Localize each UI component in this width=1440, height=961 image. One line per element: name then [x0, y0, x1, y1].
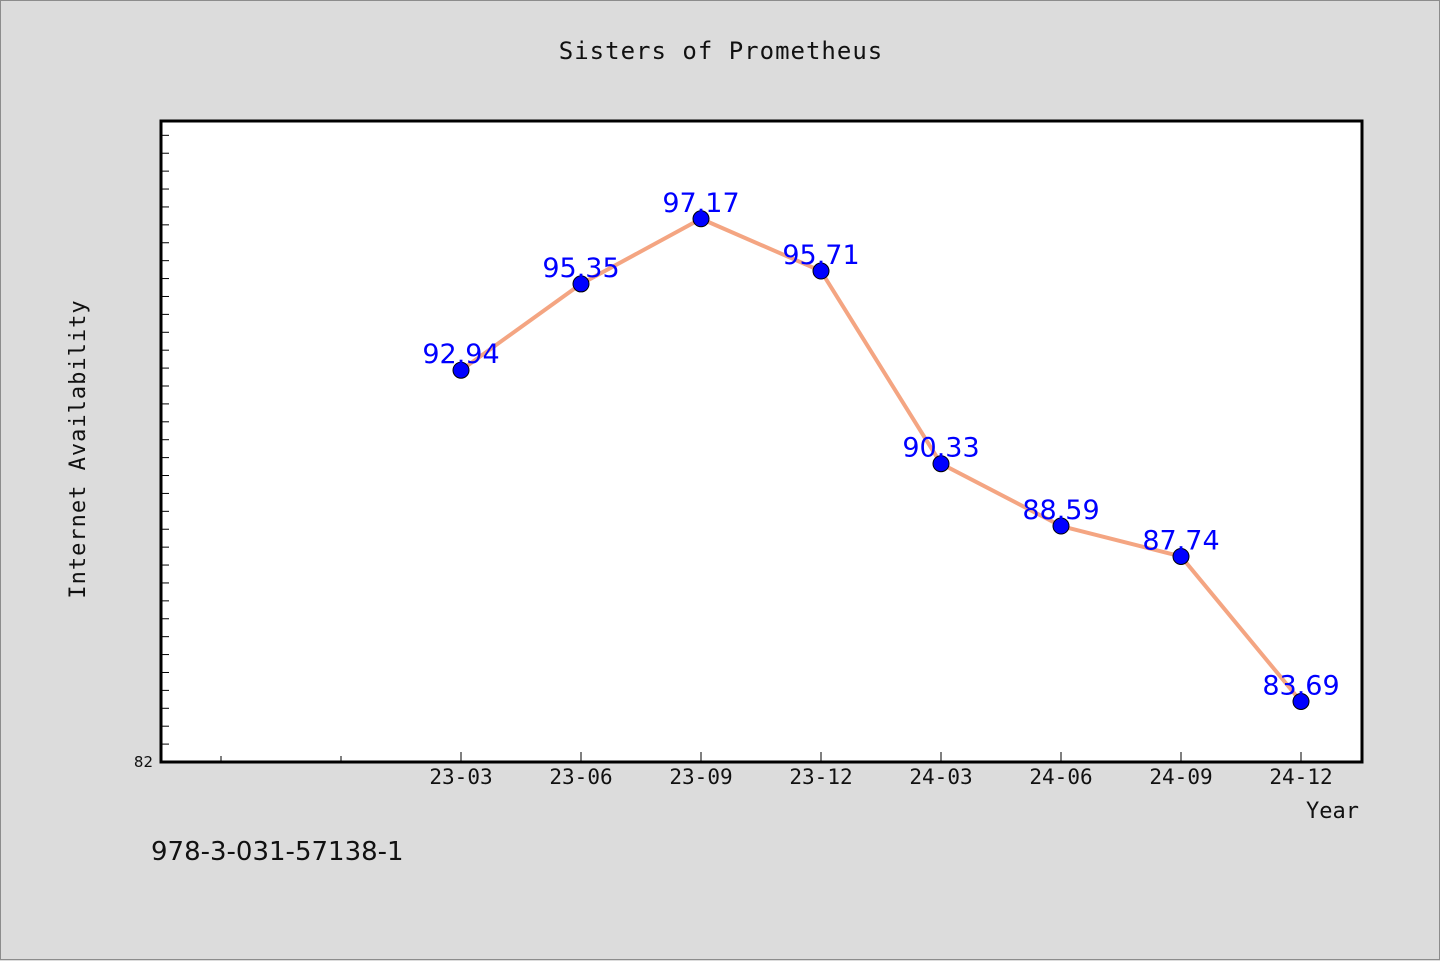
- data-label: 90.33: [902, 433, 979, 464]
- data-point: [932, 455, 950, 473]
- data-point: [1292, 692, 1310, 710]
- x-tick-label: 23-03: [429, 765, 492, 789]
- series-layer: 92.94 95.35 97.17 95.71 90.33 88.59 87.74 83.69: [422, 188, 1340, 710]
- data-label: 83.69: [1262, 670, 1339, 701]
- data-point: [1172, 547, 1190, 565]
- chart-title: Sisters of Prometheus: [558, 37, 884, 65]
- data-label: 88.59: [1022, 495, 1099, 526]
- plot-area: [159, 119, 1364, 764]
- isbn-label: 978-3-031-57138-1: [151, 837, 404, 867]
- data-point: [1052, 517, 1070, 535]
- data-point: [452, 361, 470, 379]
- y-axis-ticks: 82: [134, 134, 169, 771]
- y-tick-label: 82: [134, 753, 153, 771]
- x-tick-label: 23-06: [549, 765, 612, 789]
- x-tick-label: 23-12: [789, 765, 852, 789]
- x-tick-label: 23-09: [669, 765, 732, 789]
- x-axis-label: Year: [1306, 799, 1359, 824]
- data-label: 92.94: [422, 339, 499, 370]
- x-tick-label: 24-03: [909, 765, 972, 789]
- x-axis-ticks: 23-03 23-06 23-09 23-12 24-03 24-06 24-09 24-12: [220, 752, 1333, 789]
- data-label: 87.74: [1142, 525, 1219, 556]
- data-point: [572, 275, 590, 293]
- series-line: [459, 216, 1303, 703]
- x-tick-label: 24-09: [1149, 765, 1212, 789]
- data-label: 95.71: [782, 240, 859, 271]
- x-tick-label: 24-12: [1269, 765, 1332, 789]
- y-axis-label: Internet Availability: [66, 299, 91, 598]
- x-tick-label: 24-06: [1029, 765, 1092, 789]
- data-label: 97.17: [662, 188, 739, 219]
- data-label: 95.35: [542, 253, 619, 284]
- data-point: [812, 262, 830, 280]
- data-point: [692, 210, 710, 228]
